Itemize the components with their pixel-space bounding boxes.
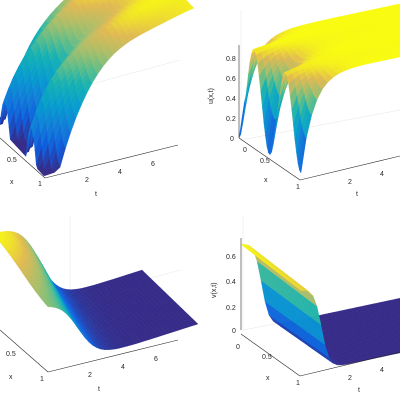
panel-2-t-label: t (356, 191, 358, 198)
panel-4-x-tick: 1 (296, 380, 300, 387)
panel-4-axes (240, 238, 400, 377)
panel-3-t-tick: 4 (121, 364, 125, 371)
panel-2-x-label: x (264, 177, 268, 184)
panel-1-t-label: t (95, 191, 97, 198)
panel-3-axes (0, 329, 179, 373)
panel-3-x-tick: 0.5 (6, 351, 16, 358)
panel-top-left: 0.5 1 x 2 4 6 t (0, 0, 195, 198)
panel-3-x-tick: 1 (40, 376, 44, 383)
panel-2-surface (238, 3, 400, 174)
panel-3-t-label: t (98, 386, 100, 393)
panel-2-z-label: u(x,t) (208, 88, 215, 104)
panel-4-x-tick: 0 (236, 344, 240, 351)
panel-bottom-right: 0 0.2 0.4 0.6 v(x,t) 0 0.5 1 x 2 4 t (211, 215, 400, 394)
panel-4-x-label: x (266, 375, 270, 382)
panel-3-x-label: x (9, 374, 13, 381)
panel-4-surface (240, 244, 400, 366)
panel-2-z-tick: 0.8 (226, 56, 236, 63)
surface-patch (42, 172, 50, 177)
surface-patch (299, 135, 307, 174)
panel-2-x-tick: 1 (296, 184, 300, 191)
panel-4-x-tick: 0.5 (262, 354, 272, 361)
panel-4-t-label: t (358, 387, 360, 394)
panel-4-z-tick: 0 (232, 328, 236, 335)
panel-1-x-tick: 0.5 (7, 157, 17, 164)
panel-1-t-tick: 4 (118, 169, 122, 176)
panel-1-x-label: x (10, 179, 14, 186)
panel-4-t-tick: 2 (348, 375, 352, 382)
surface-patch (45, 304, 53, 308)
panel-4-z-tick: 0.6 (226, 254, 236, 261)
panel-1-t-tick: 6 (151, 161, 155, 168)
panel-3-surface (0, 231, 199, 350)
panel-1-t-tick: 2 (85, 177, 89, 184)
panel-4-z-tick: 0.2 (226, 305, 236, 312)
panel-2-t-tick: 2 (348, 179, 352, 186)
surface-patch (298, 288, 306, 291)
panel-1-x-tick: 1 (38, 181, 42, 188)
panel-1-surface (0, 0, 195, 177)
panel-2-z-tick: 0.2 (226, 116, 236, 123)
panel-2-x-tick: 0 (243, 147, 247, 154)
panel-4-t-tick: 4 (380, 367, 384, 374)
panel-4-z-label: v(x,t) (211, 282, 218, 298)
panel-2-x-tick: 0.5 (260, 158, 270, 165)
panel-2-t-tick: 4 (380, 171, 384, 178)
panel-2-z-tick: 0 (230, 136, 234, 143)
panel-bottom-left: 0.5 1 x 2 4 6 t (0, 215, 199, 393)
panel-1-axes (0, 137, 179, 179)
panel-2-axes (238, 45, 400, 181)
panel-top-right: 0 0.2 0.4 0.6 0.8 u(x,t) 0 0.5 1 x 2 4 t (208, 3, 400, 198)
panel-4-z-tick: 0.4 (226, 279, 236, 286)
panel-3-t-tick: 6 (154, 356, 158, 363)
panel-2-z-tick: 0.4 (226, 96, 236, 103)
panel-2-z-tick: 0.6 (226, 76, 236, 83)
panel-3-t-tick: 2 (88, 372, 92, 379)
